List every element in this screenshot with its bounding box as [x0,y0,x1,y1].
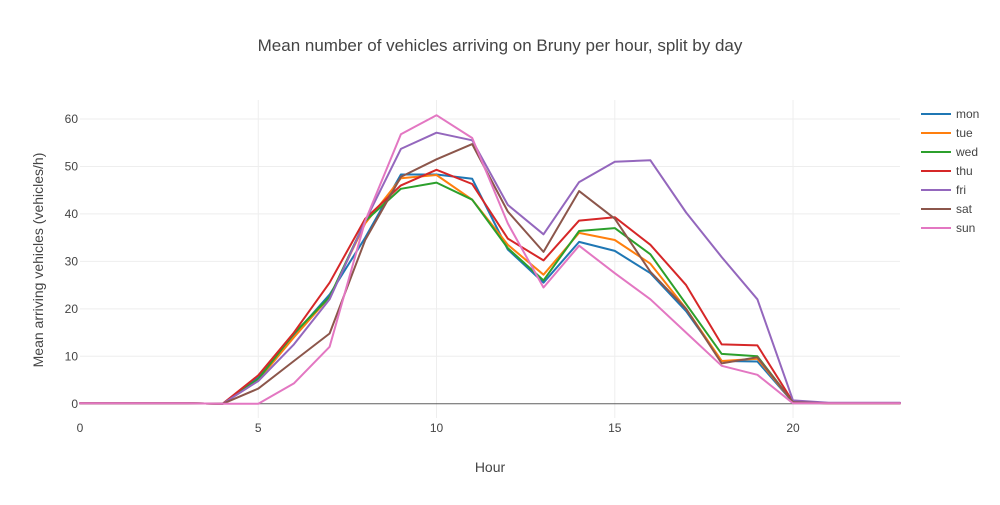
series-line-sun [79,114,901,405]
legend-label: mon [956,107,979,121]
y-tick-label: 60 [65,112,79,126]
y-tick-label: 10 [65,349,79,363]
x-tick-label: 15 [608,421,622,435]
chart-title: Mean number of vehicles arriving on Brun… [258,36,743,55]
legend-item-sat[interactable]: sat [921,202,973,216]
y-tick-label: 40 [65,207,79,221]
legend-item-sun[interactable]: sun [921,221,975,235]
legend-label: sat [956,202,973,216]
legend-item-thu[interactable]: thu [921,164,973,178]
legend-label: wed [955,145,978,159]
x-tick-label: 10 [430,421,444,435]
legend-item-wed[interactable]: wed [921,145,978,159]
y-axis-title: Mean arriving vehicles (vehicles/h) [30,153,46,368]
legend-item-fri[interactable]: fri [921,183,966,197]
legend-label: fri [956,183,966,197]
legend: mon tue wed thu fri sat sun [921,107,979,235]
tick-labels: 0 5 10 15 20 0 10 20 30 40 50 60 [65,112,800,435]
x-tick-label: 5 [255,421,262,435]
legend-item-tue[interactable]: tue [921,126,973,140]
y-tick-label: 0 [71,397,78,411]
y-tick-label: 50 [65,159,79,173]
y-tick-label: 30 [65,254,79,268]
series-lines [79,114,901,405]
x-tick-label: 20 [786,421,800,435]
y-tick-label: 20 [65,302,79,316]
x-tick-label: 0 [77,421,84,435]
legend-label: tue [956,126,973,140]
legend-label: thu [956,164,973,178]
legend-item-mon[interactable]: mon [921,107,979,121]
legend-label: sun [956,221,975,235]
x-axis-title: Hour [475,459,506,475]
